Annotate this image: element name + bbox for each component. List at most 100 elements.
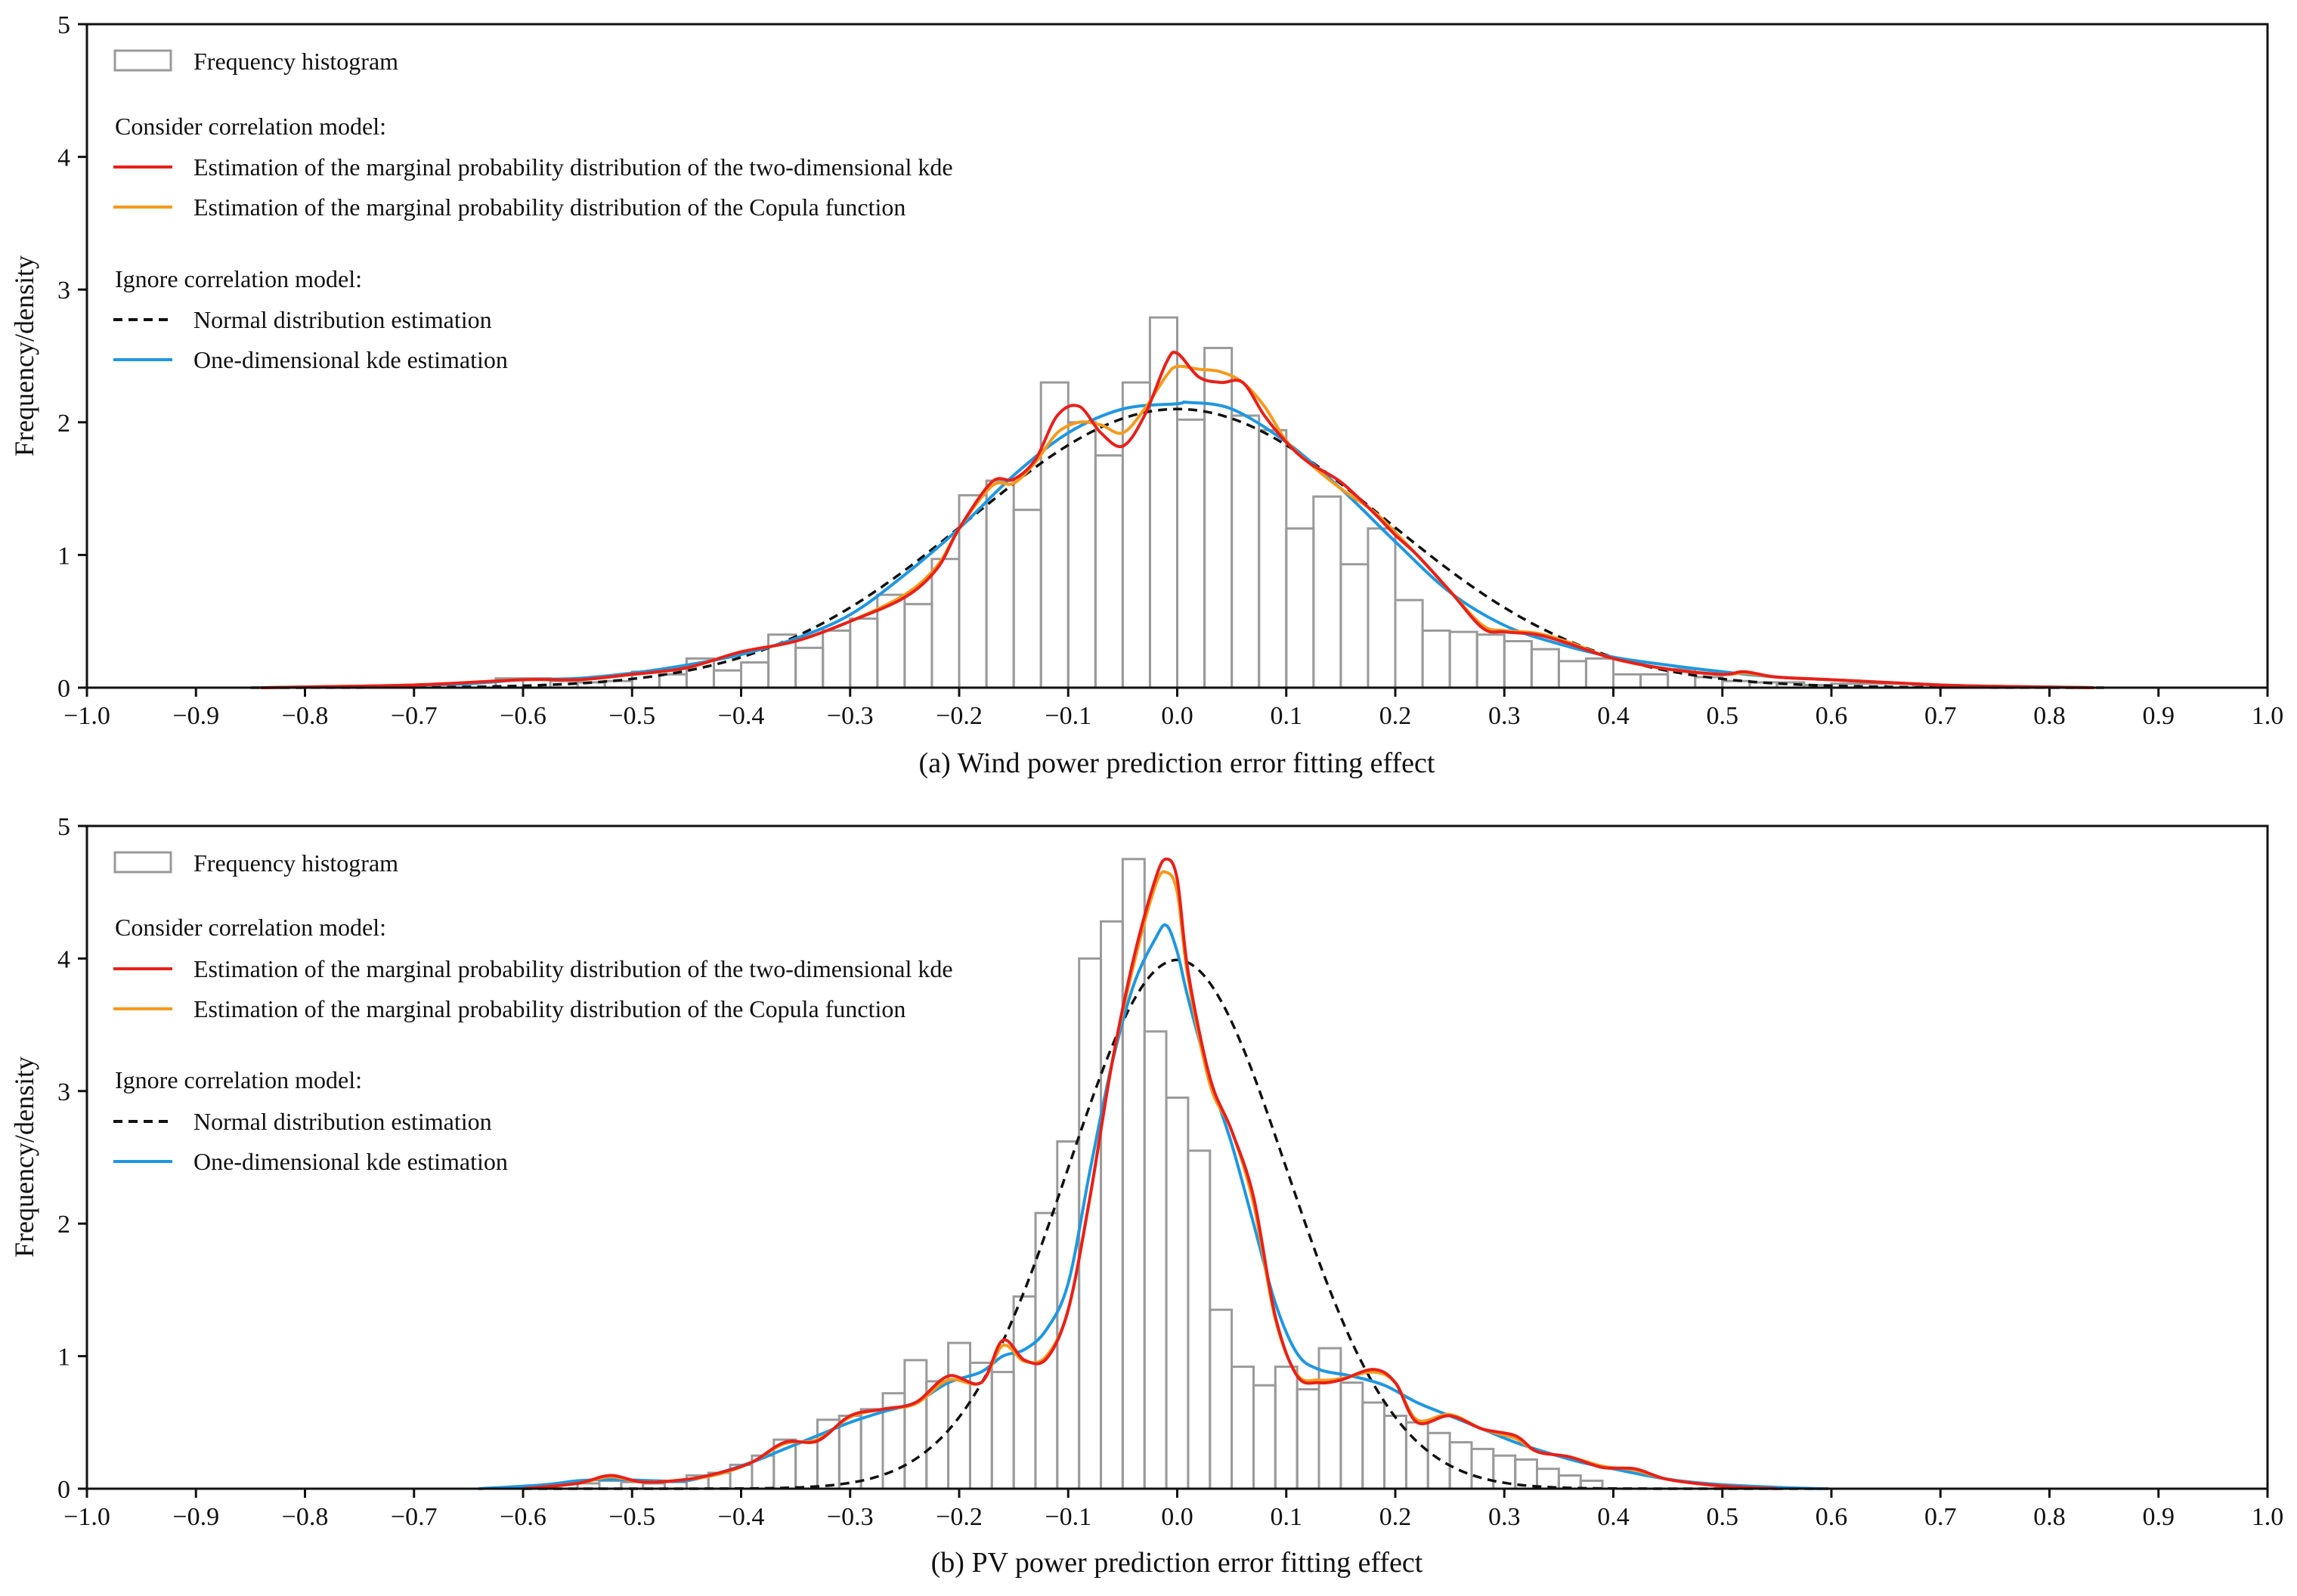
caption-wind: (a) Wind power prediction error fitting … bbox=[919, 747, 1435, 779]
x-tick-label: −0.2 bbox=[936, 702, 983, 730]
legend-copula-label: Estimation of the marginal probability d… bbox=[193, 995, 905, 1022]
x-tick-label: 0.2 bbox=[1379, 702, 1412, 730]
series-line-kde2d bbox=[259, 351, 2095, 689]
histogram-bar bbox=[1012, 509, 1042, 689]
histogram-bar bbox=[930, 558, 961, 689]
y-tick-label: 4 bbox=[57, 144, 70, 172]
legend-kde2d-label: Estimation of the marginal probability d… bbox=[193, 955, 953, 982]
plot-area-wind bbox=[250, 316, 2104, 689]
panel-pv: −1.0 −0.9 −0.8 −0.7 −0.6 −0.5 −0.4 −0.3 −0.2 −0.1… bbox=[9, 813, 2283, 1579]
histogram-bar bbox=[1231, 1366, 1255, 1490]
series-line-normal bbox=[250, 407, 2104, 689]
series-line-kde1d bbox=[478, 923, 1822, 1490]
legend-wind: Frequency histogram Consider correlation… bbox=[113, 48, 953, 373]
x-tick-label: 0.8 bbox=[2033, 1503, 2066, 1531]
y-tick-label: 2 bbox=[57, 1211, 70, 1239]
x-tick-label: −0.5 bbox=[608, 702, 655, 730]
histogram-bar bbox=[740, 661, 770, 689]
histogram-bar bbox=[1143, 1030, 1168, 1490]
histogram-bar bbox=[1258, 428, 1288, 689]
legend-group2-title: Ignore correlation model: bbox=[115, 1066, 362, 1093]
y-tick-label: 0 bbox=[57, 675, 70, 703]
x-tick-label: 0.9 bbox=[2143, 1503, 2175, 1531]
y-tick-label: 0 bbox=[57, 1476, 70, 1504]
x-tick-label: −0.4 bbox=[718, 1503, 765, 1531]
x-tick-label: −0.6 bbox=[500, 1503, 546, 1531]
x-tick-label: 0.8 bbox=[2033, 702, 2066, 730]
histogram-bar bbox=[1148, 316, 1179, 689]
x-tick-label: −0.7 bbox=[391, 1503, 438, 1531]
x-tick-label: −1.0 bbox=[63, 1503, 110, 1531]
histogram-bar bbox=[1165, 1096, 1190, 1490]
histogram-bar bbox=[1203, 347, 1234, 689]
histogram-bar bbox=[1012, 1295, 1037, 1490]
histogram-bar bbox=[925, 1380, 949, 1490]
x-tick-label: 0.1 bbox=[1271, 702, 1303, 730]
histogram-bar bbox=[1530, 648, 1560, 689]
histogram-bar bbox=[712, 669, 743, 689]
histogram-bar bbox=[822, 629, 852, 689]
histogram-bar bbox=[1312, 495, 1342, 689]
x-tick-label: −0.3 bbox=[827, 702, 874, 730]
legend-group1-title: Consider correlation model: bbox=[115, 914, 386, 941]
x-tick-label: 0.5 bbox=[1707, 1503, 1739, 1531]
legend-kde2d-label: Estimation of the marginal probability d… bbox=[193, 153, 953, 181]
histogram-bar bbox=[1394, 598, 1424, 689]
legend-kde1d-label: One-dimensional kde estimation bbox=[193, 346, 508, 373]
y-tick-label: 2 bbox=[57, 410, 70, 438]
panel-wind: −1.0 −0.9 −0.8 −0.7 −0.6 −0.5 −0.4 −0.3 −0.2 −0.1… bbox=[9, 11, 2283, 779]
legend-normal-label: Normal distribution estimation bbox=[193, 1108, 492, 1135]
histogram-bar bbox=[658, 673, 688, 689]
x-tick-label: 0.4 bbox=[1597, 702, 1630, 730]
plot-area-pv bbox=[478, 857, 1831, 1490]
x-tick-label: 1.0 bbox=[2252, 702, 2284, 730]
x-tick-label: −0.8 bbox=[282, 702, 329, 730]
x-tick-label: −0.8 bbox=[282, 1503, 329, 1531]
histogram-bar bbox=[1421, 629, 1451, 689]
histogram-bar bbox=[1187, 1149, 1212, 1490]
y-tick-label: 1 bbox=[57, 1344, 70, 1372]
histogram-bar bbox=[1361, 1401, 1385, 1490]
legend-group1-title: Consider correlation model: bbox=[115, 113, 386, 140]
legend-kde1d-label: One-dimensional kde estimation bbox=[193, 1148, 508, 1175]
y-tick-label: 3 bbox=[57, 1078, 70, 1106]
histogram-bar bbox=[1209, 1308, 1234, 1490]
series-line-kde2d bbox=[522, 857, 1778, 1490]
histogram-bar bbox=[1470, 1447, 1495, 1490]
histogram-bar bbox=[1448, 630, 1478, 689]
histogram-bar bbox=[1367, 527, 1397, 689]
x-tick-label: −0.1 bbox=[1045, 1503, 1091, 1531]
histogram-bar bbox=[990, 1371, 1015, 1490]
x-tick-label: 0.7 bbox=[1924, 702, 1957, 730]
x-tick-label: −0.9 bbox=[172, 1503, 219, 1531]
histogram-bar bbox=[1296, 1388, 1320, 1490]
histogram-bar bbox=[1274, 1366, 1299, 1490]
y-tick-label: 5 bbox=[57, 11, 70, 39]
histogram-bar bbox=[1231, 414, 1261, 689]
x-tick-label: 0.2 bbox=[1379, 1503, 1412, 1531]
x-tick-label: −1.0 bbox=[63, 702, 110, 730]
histogram-bar bbox=[794, 1441, 819, 1490]
histogram-bar bbox=[1639, 673, 1670, 689]
x-tick-label: −0.1 bbox=[1045, 702, 1091, 730]
legend-pv: Frequency histogram Consider correlation… bbox=[113, 849, 953, 1175]
histogram-bar bbox=[903, 1359, 928, 1490]
x-tick-label: 1.0 bbox=[2252, 1503, 2284, 1531]
legend-group2-title: Ignore correlation model: bbox=[115, 265, 362, 292]
histogram-bar bbox=[903, 602, 933, 689]
legend-copula-label: Estimation of the marginal probability d… bbox=[193, 193, 905, 221]
histogram-bar bbox=[1078, 957, 1103, 1490]
histogram-bar bbox=[859, 1408, 884, 1490]
legend-hist-swatch bbox=[113, 49, 172, 72]
histogram-bar bbox=[849, 617, 879, 689]
x-tick-label: 0.6 bbox=[1816, 1503, 1848, 1531]
x-tick-label: 0.9 bbox=[2143, 702, 2175, 730]
histogram-bar bbox=[1584, 657, 1614, 689]
y-tick-label: 5 bbox=[57, 813, 70, 841]
x-tick-label: −0.9 bbox=[172, 702, 219, 730]
y-tick-label: 3 bbox=[57, 277, 70, 305]
histogram-bar bbox=[1557, 660, 1587, 689]
histogram-bar bbox=[1339, 1381, 1364, 1490]
caption-pv: (b) PV power prediction error fitting ef… bbox=[931, 1547, 1423, 1579]
